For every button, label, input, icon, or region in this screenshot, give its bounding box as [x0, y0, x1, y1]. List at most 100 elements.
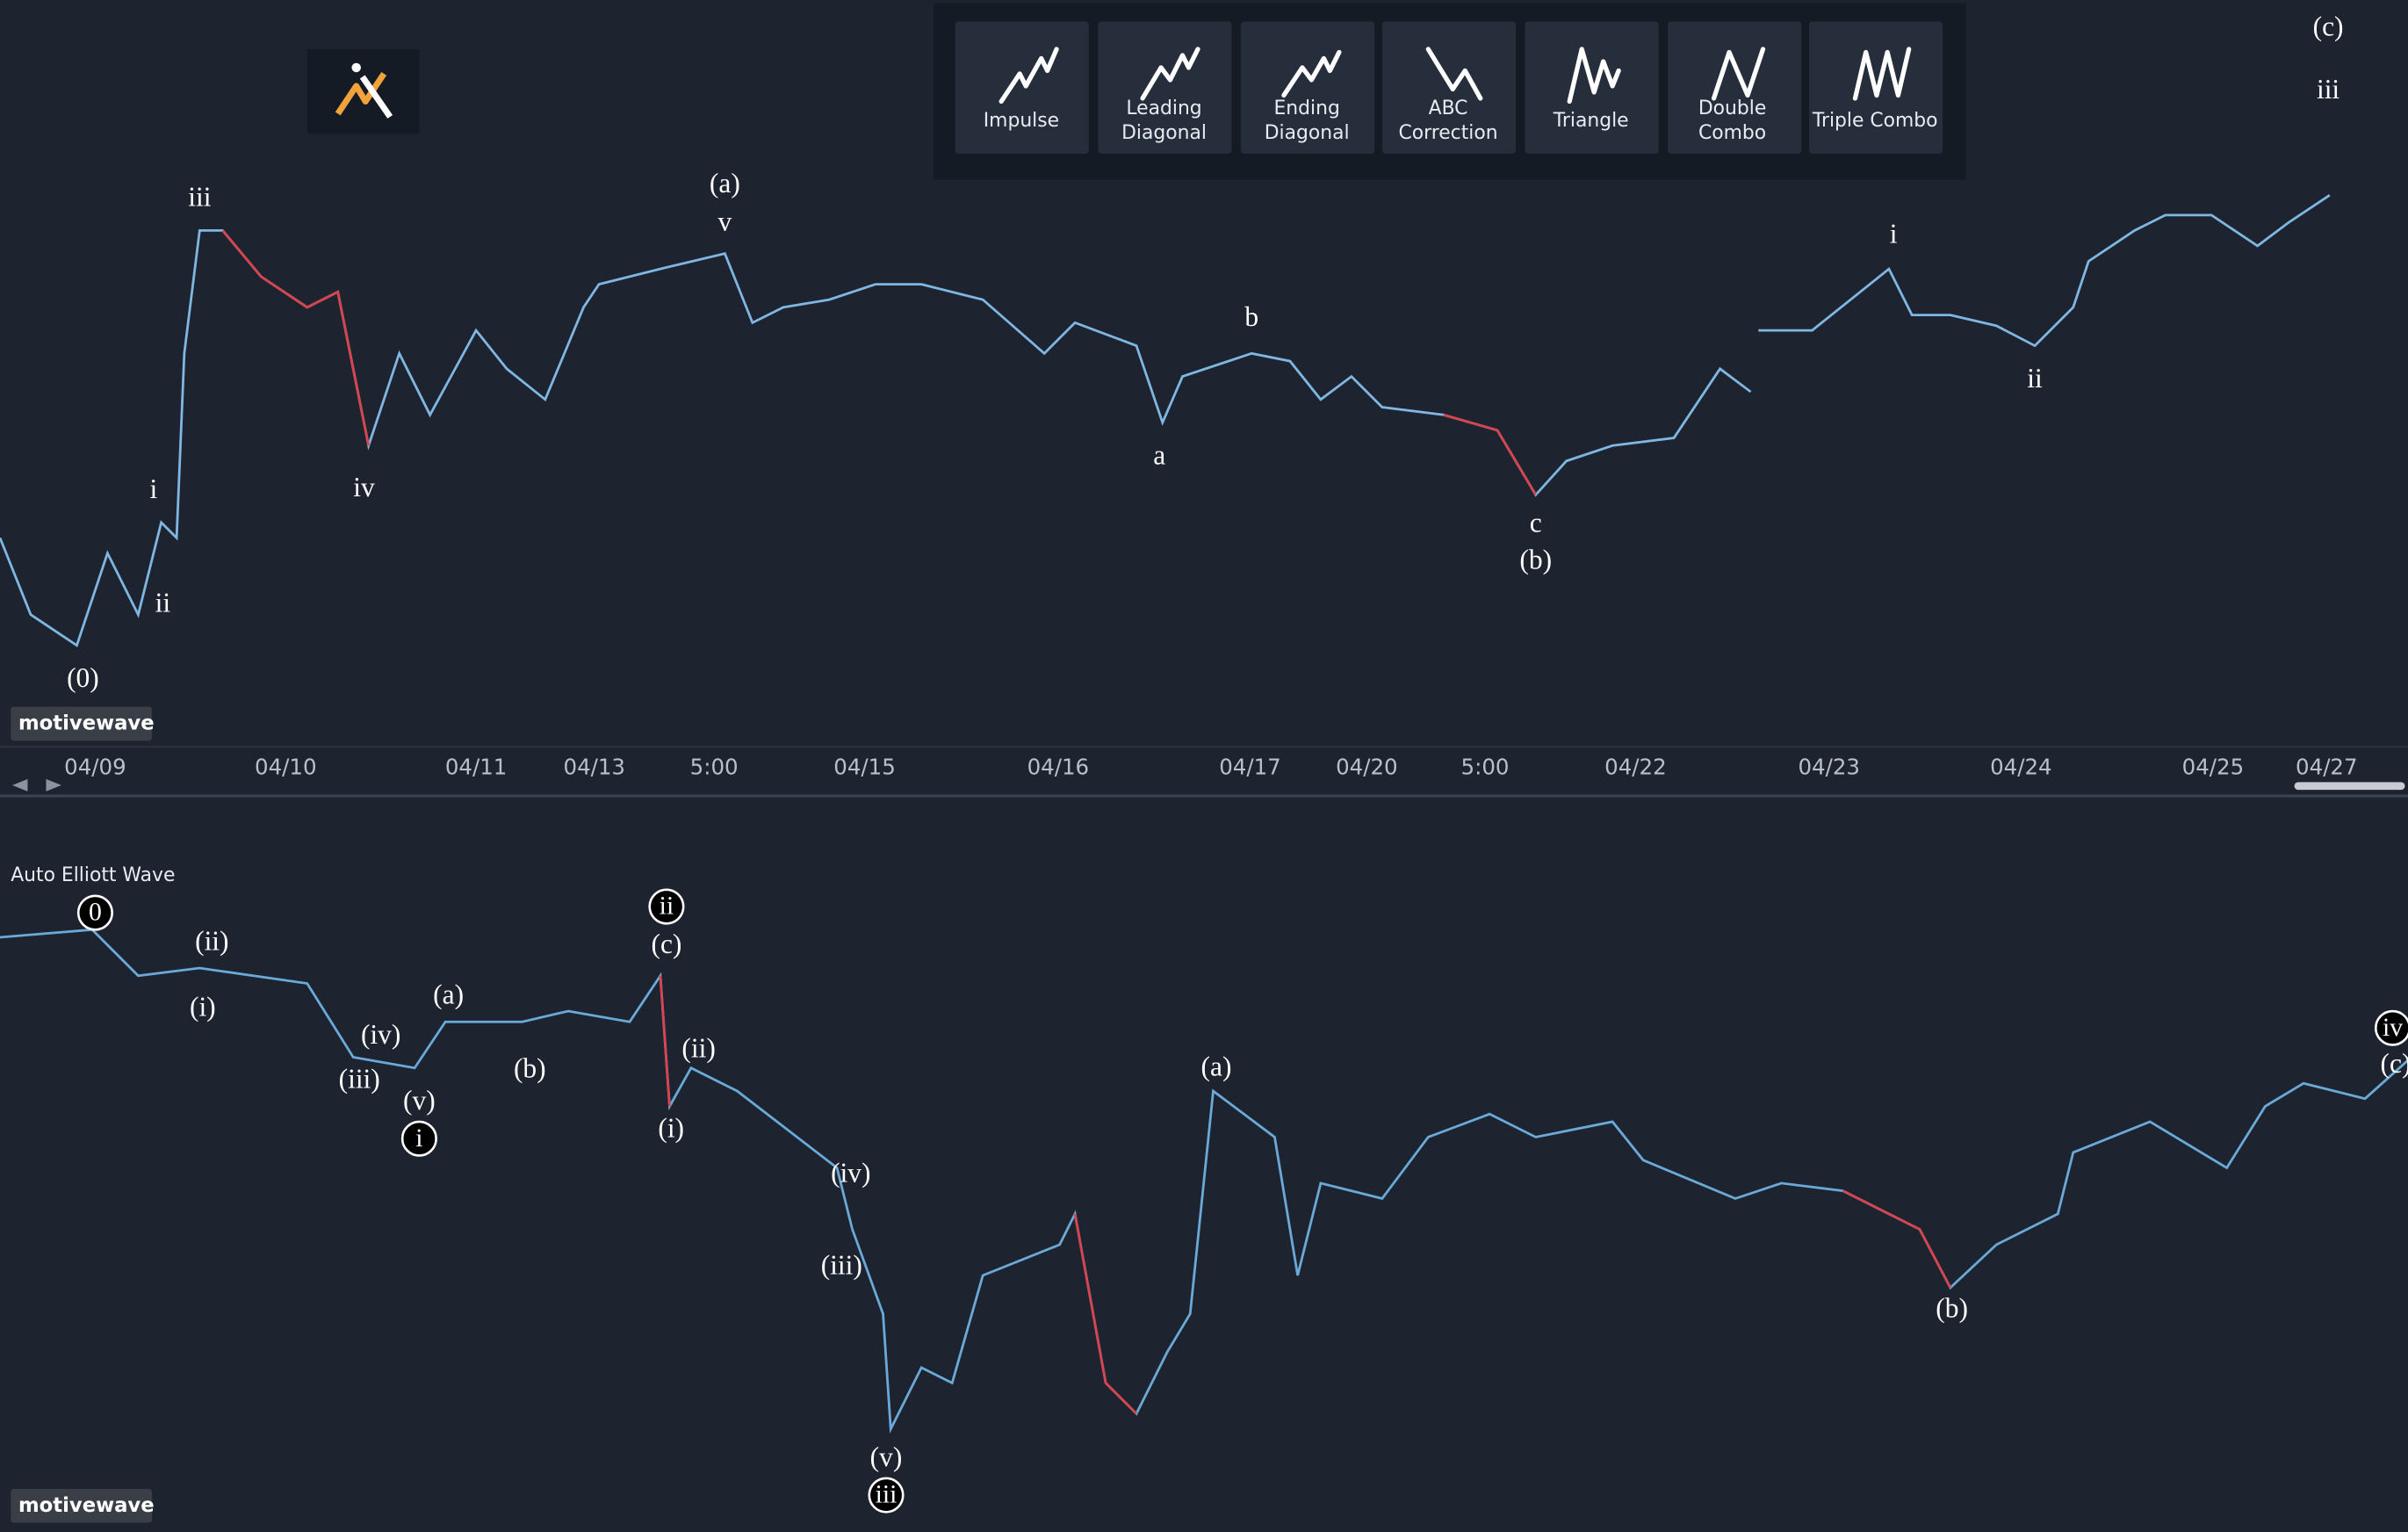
icon-wand	[359, 75, 393, 119]
wave-label: (a)	[710, 168, 740, 199]
date-label: 04/27	[2296, 755, 2358, 780]
tool-button[interactable]: ABC Correction	[1381, 21, 1516, 154]
wave-label: (ii)	[681, 1033, 715, 1064]
price-line-down	[1443, 413, 1537, 495]
button-label: Correction	[1399, 122, 1498, 144]
auto-wave-button[interactable]	[306, 48, 420, 134]
tool-button[interactable]: Leading Diagonal	[1098, 21, 1232, 154]
button-label: Leading	[1126, 98, 1201, 119]
date-label: 04/24	[1990, 755, 2052, 780]
icon	[1711, 47, 1766, 101]
wave-label: (0)	[67, 662, 99, 693]
date-label: 04/09	[64, 755, 126, 780]
icon	[1140, 47, 1200, 101]
button-bg	[1240, 21, 1375, 154]
wave-label: i	[149, 473, 157, 504]
button-label: Diagonal	[1265, 122, 1350, 144]
date-label: 04/17	[1219, 755, 1281, 780]
button-bg	[306, 48, 420, 134]
bottom-panel	[0, 797, 2408, 1532]
tool-button[interactable]: Triangle	[1525, 21, 1659, 154]
wave-label: v	[718, 206, 732, 237]
indicator-title: Auto Elliott Wave	[11, 864, 175, 886]
wave-label: (c)	[651, 929, 681, 959]
wave-label: c	[1530, 507, 1542, 538]
date-label: 04/10	[255, 755, 317, 780]
circled-label: i	[400, 1120, 437, 1157]
label-circle	[868, 1477, 905, 1514]
wave-label: (iv)	[361, 1019, 400, 1050]
wave-label: (b)	[1936, 1292, 1968, 1323]
price-line-down	[659, 975, 671, 1107]
wave-label: iii	[188, 182, 211, 213]
watermark: motivewave	[18, 1494, 155, 1517]
price-line-down	[221, 229, 371, 446]
wave-label: (b)	[1519, 544, 1552, 574]
wave-label: b	[1244, 301, 1258, 332]
price-line	[0, 228, 1752, 647]
icon	[1281, 49, 1342, 98]
button-label: Diagonal	[1121, 122, 1207, 144]
button-bg	[955, 21, 1089, 154]
button-label: ABC	[1429, 98, 1468, 119]
wave-label: iv	[353, 472, 375, 502]
price-line-down	[1842, 1189, 1952, 1289]
date-label: 04/20	[1336, 755, 1398, 780]
icon	[1425, 47, 1483, 101]
date-label: 5:00	[1461, 755, 1510, 780]
date-label: 04/11	[445, 755, 508, 780]
wave-label: (b)	[514, 1052, 546, 1083]
label-text: i	[415, 1124, 422, 1153]
wave-label: i	[1890, 219, 1898, 249]
date-label: 04/23	[1798, 755, 1860, 780]
wave-label: (ii)	[195, 925, 228, 956]
watermark-bg	[11, 1489, 153, 1523]
button-label: Triangle	[1553, 110, 1629, 132]
button-bg	[1098, 21, 1232, 154]
label-text: iii	[876, 1481, 898, 1509]
label-text: iv	[2383, 1014, 2403, 1042]
wave-label: ii	[155, 587, 171, 618]
button-label: Triple Combo	[1812, 110, 1938, 132]
tool-button[interactable]: Triple Combo	[1808, 21, 1943, 154]
watermark: motivewave	[18, 712, 155, 734]
button-label: Ending	[1273, 98, 1339, 119]
wave-label: (iv)	[831, 1157, 870, 1188]
tool-button[interactable]: Ending Diagonal	[1240, 21, 1375, 154]
icon	[335, 72, 387, 116]
wave-label: (i)	[190, 991, 216, 1022]
wave-label: (v)	[403, 1085, 436, 1116]
wave-label: (iii)	[339, 1064, 380, 1095]
circled-label: iii	[868, 1477, 905, 1514]
scroll-left[interactable]	[11, 778, 28, 791]
scroll-right[interactable]	[46, 778, 61, 791]
button-bg	[1668, 21, 1802, 154]
tool-button[interactable]: Impulse	[955, 21, 1089, 154]
icon	[999, 47, 1059, 105]
wave-label: (iii)	[821, 1249, 862, 1280]
date-label: 5:00	[690, 755, 739, 780]
icon-spark	[351, 62, 361, 73]
label-circle	[400, 1120, 437, 1157]
wave-label: (c)	[2313, 11, 2344, 41]
circled-label: ii	[648, 888, 685, 925]
date-label: 04/16	[1027, 755, 1090, 780]
wave-label: (c)	[2381, 1048, 2408, 1079]
icon	[1852, 47, 1912, 101]
wave-label: (a)	[433, 979, 464, 1009]
label-text: 0	[89, 899, 102, 927]
date-label: 04/25	[2182, 755, 2245, 780]
date-label: 04/22	[1604, 755, 1667, 780]
price-line	[1758, 193, 2331, 348]
wave-label: a	[1153, 439, 1165, 470]
circled-label: 0	[76, 894, 113, 931]
wave-label: ii	[2027, 363, 2043, 394]
watermark-bg	[11, 706, 153, 741]
wave-label: (i)	[658, 1113, 684, 1144]
scrollbar[interactable]	[2294, 782, 2405, 791]
wave-label: iii	[2317, 74, 2340, 105]
tool-button[interactable]: Double Combo	[1668, 21, 1802, 154]
date-label: 04/15	[833, 755, 896, 780]
